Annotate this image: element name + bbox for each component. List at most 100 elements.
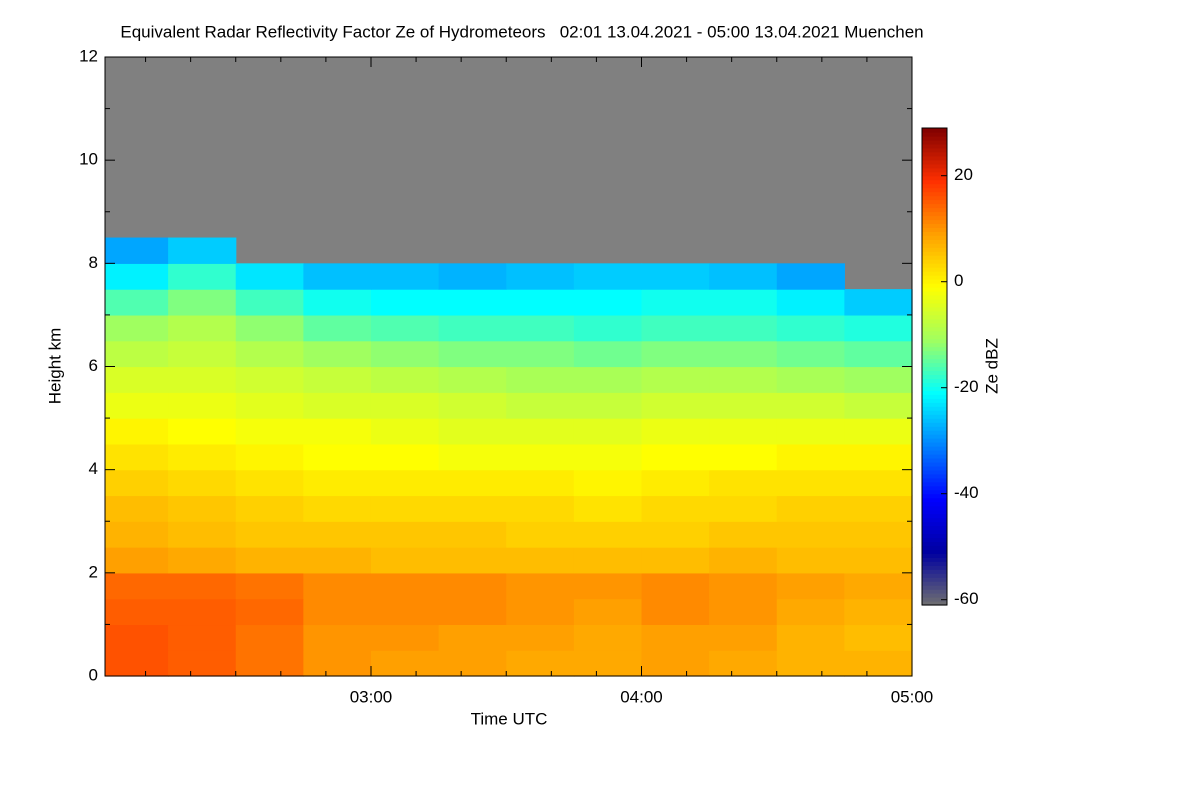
heatmap-cell xyxy=(370,469,440,497)
colorbar-segment xyxy=(922,382,947,387)
heatmap-cell xyxy=(506,289,575,316)
heatmap-cell xyxy=(709,521,778,548)
colorbar-segment xyxy=(922,461,947,467)
colorbar-segment xyxy=(922,322,947,328)
heatmap-cell xyxy=(438,443,507,471)
colorbar-segment xyxy=(922,406,947,411)
heatmap-cell xyxy=(709,495,778,522)
heatmap-cell xyxy=(506,572,575,600)
y-tick-label: 4 xyxy=(89,459,98,478)
heatmap-cell xyxy=(168,650,237,677)
colorbar-segment xyxy=(922,434,947,439)
heatmap-cell xyxy=(438,340,507,368)
x-tick-label: 05:00 xyxy=(891,687,934,706)
heatmap-cell xyxy=(573,598,643,626)
heatmap-cell xyxy=(844,469,913,497)
colorbar-segment xyxy=(922,195,947,201)
colorbar-segment xyxy=(922,350,947,356)
heatmap-cell xyxy=(573,572,643,600)
colorbar-segment xyxy=(922,302,947,308)
heatmap-cell xyxy=(235,443,304,471)
colorbar-segment xyxy=(922,263,947,268)
heatmap-cell xyxy=(235,495,304,522)
heatmap-cell xyxy=(641,650,710,677)
heatmap-cell xyxy=(709,289,778,316)
heatmap-cell xyxy=(438,547,507,574)
heatmap-cell xyxy=(844,392,913,419)
heatmap-cell xyxy=(506,547,575,574)
colorbar-segment xyxy=(922,430,947,435)
colorbar-segment xyxy=(922,159,947,165)
x-tick-label: 03:00 xyxy=(350,687,393,706)
colorbar-segment xyxy=(922,128,947,133)
colorbar-segment xyxy=(922,247,947,252)
colorbar-segment xyxy=(922,279,947,284)
heatmap-cell xyxy=(709,263,778,290)
heatmap-cell xyxy=(370,624,440,651)
heatmap-cell xyxy=(844,443,913,471)
colorbar-segment xyxy=(922,370,947,376)
colorbar-segment xyxy=(922,573,947,578)
colorbar-segment xyxy=(922,390,947,395)
heatmap-cell xyxy=(709,340,778,368)
heatmap-cell xyxy=(506,443,575,471)
heatmap-cell xyxy=(438,392,507,419)
heatmap-cell xyxy=(776,521,845,548)
heatmap-cell xyxy=(105,495,169,522)
heatmap-cell xyxy=(506,521,575,548)
heatmap-cell xyxy=(844,340,913,368)
colorbar-segment xyxy=(922,346,947,352)
heatmap-cell xyxy=(438,418,507,445)
heatmap-cell xyxy=(641,263,710,290)
colorbar-segment xyxy=(922,418,947,423)
heatmap-cell xyxy=(573,392,643,419)
colorbar-segment xyxy=(922,207,947,213)
heatmap-cell xyxy=(235,314,304,342)
heatmap-cell xyxy=(303,289,372,316)
heatmap-cell xyxy=(168,572,237,600)
colorbar-segment xyxy=(922,481,947,487)
heatmap-cell xyxy=(776,572,845,600)
colorbar-segment xyxy=(922,239,947,244)
heatmap-cell xyxy=(303,495,372,522)
heatmap-cell xyxy=(641,572,710,600)
heatmap-cell xyxy=(105,340,169,368)
colorbar-segment xyxy=(922,469,947,475)
heatmap-cell xyxy=(438,314,507,342)
heatmap-cell xyxy=(370,366,440,393)
colorbar-segment xyxy=(922,565,947,570)
heatmap-cell xyxy=(641,340,710,368)
heatmap-cell xyxy=(776,469,845,497)
colorbar-segment xyxy=(922,465,947,471)
heatmap-cell xyxy=(370,572,440,600)
heatmap-cell xyxy=(776,547,845,574)
heatmap-cell xyxy=(105,547,169,574)
colorbar-segment xyxy=(922,426,947,431)
colorbar-segment xyxy=(922,227,947,232)
heatmap-cell xyxy=(641,289,710,316)
heatmap-cell xyxy=(641,495,710,522)
heatmap-cell xyxy=(641,598,710,626)
heatmap-cell xyxy=(303,418,372,445)
colorbar-label: Ze dBZ xyxy=(982,338,1001,394)
heatmap-cell xyxy=(370,495,440,522)
colorbar-segment xyxy=(922,290,947,296)
heatmap-cell xyxy=(303,314,372,342)
heatmap-cell xyxy=(438,469,507,497)
heatmap-cell xyxy=(573,521,643,548)
heatmap-cell xyxy=(641,392,710,419)
heatmap-cell xyxy=(573,547,643,574)
colorbar-segment xyxy=(922,549,947,554)
heatmap-cell xyxy=(709,547,778,574)
heatmap-cell xyxy=(438,624,507,651)
colorbar-segment xyxy=(922,374,947,380)
heatmap-cell xyxy=(573,469,643,497)
heatmap-cell xyxy=(709,366,778,393)
heatmap-cell xyxy=(168,237,237,264)
heatmap-cell xyxy=(844,650,913,677)
heatmap-cell xyxy=(573,340,643,368)
colorbar-tick-label: 20 xyxy=(954,165,973,184)
heatmap-cell xyxy=(506,366,575,393)
heatmap-cell xyxy=(168,314,237,342)
colorbar-segment xyxy=(922,259,947,264)
